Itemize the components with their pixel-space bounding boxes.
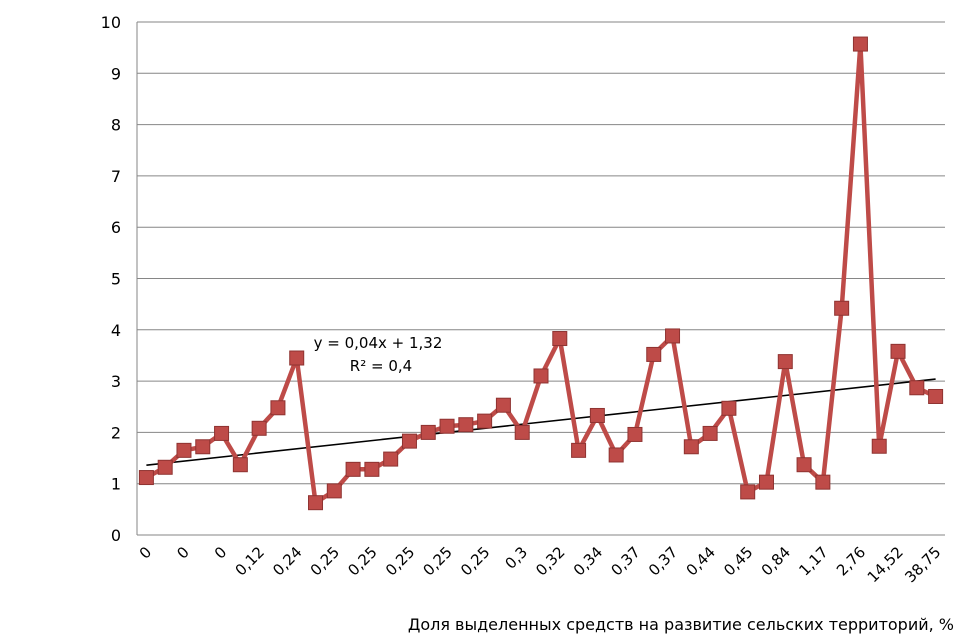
data-point [815,474,831,490]
y-tick-label: 6 [111,218,121,237]
data-point [345,461,361,477]
x-tick-label: 0,12 [232,543,268,579]
x-tick-label: 0,25 [420,543,456,579]
trendline-equation: y = 0,04x + 1,32 [314,334,443,352]
x-tick-label: 0 [136,543,155,562]
data-point [871,438,887,454]
y-tick-label: 2 [111,423,121,442]
data-point [439,418,455,434]
x-tick-label: 0,24 [269,543,305,579]
x-tick-label: 0,37 [607,543,643,579]
data-point [289,350,305,366]
x-tick-label: 0 [211,543,230,562]
data-point [514,424,530,440]
data-point [834,300,850,316]
data-point [138,470,154,486]
x-tick-label: 0,37 [645,543,681,579]
data-point [589,407,605,423]
x-tick-label: 0,45 [720,543,756,579]
data-point [533,368,549,384]
x-tick-labels: 0 0 0 0,12 0,24 0,25 0,25 0,25 0,25 0,25 0,3 0,32 0,… [136,543,945,586]
x-tick-label: 0 [173,543,192,562]
gridlines [137,21,945,485]
data-point [364,461,380,477]
data-point [458,417,474,433]
data-point [251,420,267,436]
x-axis-label: Доля выделенных средств на развитие сель… [408,615,954,634]
data-point [477,413,493,429]
y-tick-label: 0 [111,526,121,545]
data-point [683,439,699,455]
data-point [890,343,906,359]
data-point [157,459,173,475]
data-point [665,328,681,344]
x-tick-label: 0,32 [532,543,568,579]
x-tick-label: 0,25 [382,543,418,579]
y-tick-label: 10 [101,13,121,32]
series-layer [138,36,944,511]
data-point [552,331,568,347]
y-tick-label: 3 [111,372,121,391]
x-tick-label: 0,44 [683,543,719,579]
y-tick-label: 8 [111,116,121,135]
x-tick-label: 0,25 [307,543,343,579]
data-point [740,484,756,500]
x-tick-label: 0,34 [570,543,606,579]
x-tick-label: 38,75 [901,543,944,586]
data-point [702,425,718,441]
x-tick-label: 14,52 [864,543,907,586]
y-tick-label: 1 [111,475,121,494]
data-point [758,474,774,490]
x-tick-label: 0,3 [501,543,531,573]
data-point [326,483,342,499]
data-point [721,400,737,416]
x-tick-label: 0,25 [344,543,380,579]
data-point [608,447,624,463]
data-point [383,451,399,467]
data-point [232,457,248,473]
data-point [420,424,436,440]
y-tick-labels: 0 1 2 3 4 5 6 7 8 9 10 [101,13,121,545]
y-tick-label: 4 [111,321,121,340]
data-point [928,388,944,404]
axes [136,22,945,536]
y-tick-label: 5 [111,270,121,289]
data-point [270,400,286,416]
data-point [627,426,643,442]
y-tick-label: 7 [111,167,121,186]
data-point [308,495,324,511]
trendline-layer [146,378,936,467]
x-tick-label: 1,17 [795,543,831,579]
data-point [195,439,211,455]
data-point [176,442,192,458]
data-point [909,380,925,396]
data-point [646,346,662,362]
data-point [852,36,868,52]
x-tick-label: 0,25 [457,543,493,579]
x-tick-label: 0,84 [758,543,794,579]
trendline-r2: R² = 0,4 [350,357,412,375]
y-tick-label: 9 [111,64,121,83]
data-point [571,442,587,458]
data-point [401,433,417,449]
data-point [777,354,793,370]
data-point [796,457,812,473]
data-point [495,397,511,413]
trendline [146,378,936,467]
data-point [214,425,230,441]
